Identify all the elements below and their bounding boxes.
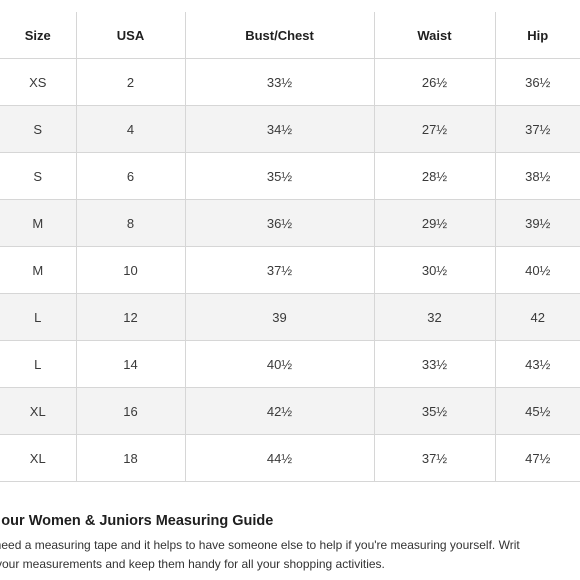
bust-chest-cell: 44½ <box>184 434 375 482</box>
waist-cell: 37½ <box>373 434 496 482</box>
table-row: XL 18 44½ 37½ 47½ <box>0 434 580 482</box>
waist-cell: 35½ <box>373 387 496 435</box>
column-header-waist: Waist <box>373 12 496 59</box>
usa-size-cell: 12 <box>75 293 186 341</box>
usa-size-cell: 2 <box>75 58 186 106</box>
size-cell: M <box>0 199 77 247</box>
usa-size-cell: 4 <box>75 105 186 153</box>
usa-size-cell: 6 <box>75 152 186 200</box>
table-header-row: Size USA Bust/Chest Waist Hip <box>0 12 580 59</box>
waist-cell: 28½ <box>373 152 496 200</box>
table-row: M 10 37½ 30½ 40½ <box>0 246 580 294</box>
waist-cell: 27½ <box>373 105 496 153</box>
hip-cell: 37½ <box>494 105 580 153</box>
waist-cell: 29½ <box>373 199 496 247</box>
column-header-bust-chest: Bust/Chest <box>184 12 375 59</box>
size-chart: Size USA Bust/Chest Waist Hip XS 2 33½ 2… <box>0 12 580 485</box>
hip-cell: 47½ <box>494 434 580 482</box>
size-cell: XS <box>0 58 77 106</box>
hip-cell: 40½ <box>494 246 580 294</box>
hip-cell: 43½ <box>494 340 580 388</box>
hip-cell: 39½ <box>494 199 580 247</box>
usa-size-cell: 18 <box>75 434 186 482</box>
usa-size-cell: 10 <box>75 246 186 294</box>
hip-cell: 45½ <box>494 387 580 435</box>
table-row: L 12 39 32 42 <box>0 293 580 341</box>
bust-chest-cell: 36½ <box>184 199 375 247</box>
table-row: L 14 40½ 33½ 43½ <box>0 340 580 388</box>
table-row: XS 2 33½ 26½ 36½ <box>0 58 580 106</box>
waist-cell: 30½ <box>373 246 496 294</box>
size-cell: XL <box>0 434 77 482</box>
column-header-usa: USA <box>75 12 186 59</box>
column-header-size: Size <box>0 12 77 59</box>
usa-size-cell: 14 <box>75 340 186 388</box>
bust-chest-cell: 33½ <box>184 58 375 106</box>
size-cell: XL <box>0 387 77 435</box>
bust-chest-cell: 40½ <box>184 340 375 388</box>
size-cell: S <box>0 105 77 153</box>
waist-cell: 33½ <box>373 340 496 388</box>
table-row: M 8 36½ 29½ 39½ <box>0 199 580 247</box>
hip-cell: 36½ <box>494 58 580 106</box>
table-row: S 6 35½ 28½ 38½ <box>0 152 580 200</box>
hip-cell: 38½ <box>494 152 580 200</box>
size-cell: L <box>0 293 77 341</box>
table-row: S 4 34½ 27½ 37½ <box>0 105 580 153</box>
measuring-guide-title: w our Women & Juniors Measuring Guide <box>0 513 274 529</box>
bust-chest-cell: 39 <box>184 293 375 341</box>
table-row: XL 16 42½ 35½ 45½ <box>0 387 580 435</box>
usa-size-cell: 8 <box>75 199 186 247</box>
usa-size-cell: 16 <box>75 387 186 435</box>
waist-cell: 32 <box>373 293 496 341</box>
size-chart-table: Size USA Bust/Chest Waist Hip XS 2 33½ 2… <box>0 12 580 482</box>
size-cell: L <box>0 340 77 388</box>
size-cell: S <box>0 152 77 200</box>
size-cell: M <box>0 246 77 294</box>
column-header-hip: Hip <box>494 12 580 59</box>
waist-cell: 26½ <box>373 58 496 106</box>
hip-cell: 42 <box>494 293 580 341</box>
bust-chest-cell: 35½ <box>184 152 375 200</box>
measuring-guide-text-line-2: n your measurements and keep them handy … <box>0 557 385 571</box>
measuring-guide-text-line-1: ll need a measuring tape and it helps to… <box>0 538 520 552</box>
measuring-guide-section: w our Women & Juniors Measuring Guide ll… <box>0 513 580 574</box>
bust-chest-cell: 37½ <box>184 246 375 294</box>
bust-chest-cell: 34½ <box>184 105 375 153</box>
bust-chest-cell: 42½ <box>184 387 375 435</box>
